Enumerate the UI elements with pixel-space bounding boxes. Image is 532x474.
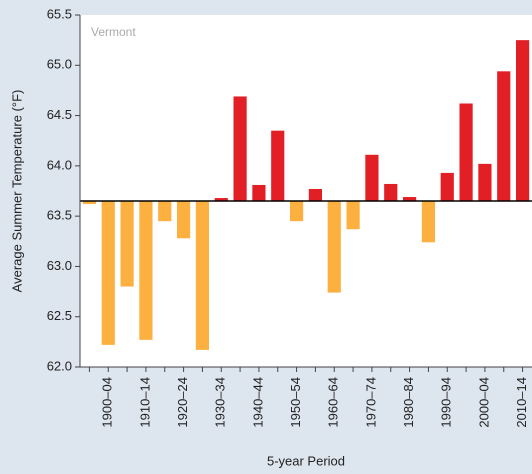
bar [176, 201, 191, 239]
bar [515, 40, 530, 202]
x-tick-label: 1900–04 [100, 377, 115, 428]
bar [139, 201, 153, 340]
x-tick-label: 1980–84 [401, 377, 416, 428]
bar [233, 96, 247, 202]
y-tick-label: 63.5 [47, 208, 72, 223]
x-tick-label: 1990–94 [439, 377, 454, 428]
x-tick-label: 1940–44 [250, 377, 265, 428]
x-tick-label: 2000–04 [476, 377, 491, 428]
x-tick-label: 1960–64 [326, 377, 341, 428]
y-tick-label: 64.0 [47, 157, 72, 172]
bar [478, 163, 492, 202]
bar [459, 103, 473, 202]
x-tick-label: 1950–54 [288, 377, 303, 428]
bar [214, 198, 228, 202]
x-axis-title: 5-year Period [267, 453, 345, 468]
bar [384, 183, 398, 202]
y-tick-label: 62.0 [47, 358, 72, 373]
bar [327, 201, 341, 293]
bar [195, 201, 210, 350]
bar [497, 71, 511, 202]
y-tick-label: 65.0 [47, 57, 72, 72]
bar [440, 172, 454, 202]
bar [402, 197, 417, 202]
x-tick-label: 2010–14 [514, 377, 529, 428]
x-tick-label: 1910–14 [137, 377, 152, 428]
y-tick-label: 64.5 [47, 107, 72, 122]
x-tick-label: 1970–74 [363, 377, 378, 428]
y-tick-label: 65.5 [47, 6, 72, 21]
y-tick-label: 62.5 [47, 308, 72, 323]
bar [289, 201, 304, 222]
bar [120, 201, 134, 287]
y-axis-title: Average Summer Temperature (°F) [9, 90, 24, 293]
bar [421, 201, 436, 243]
bar [158, 201, 172, 222]
x-tick-label: 1920–24 [175, 377, 190, 428]
bar [252, 184, 266, 202]
x-tick-label: 1930–34 [213, 377, 228, 428]
y-tick-label: 63.0 [47, 258, 72, 273]
annotation: Vermont [91, 25, 136, 39]
bar [308, 188, 323, 202]
bar [271, 130, 285, 202]
bar [101, 201, 115, 345]
bar [82, 201, 97, 205]
bar [346, 201, 360, 230]
plot-area [80, 15, 532, 367]
bar [365, 154, 379, 202]
